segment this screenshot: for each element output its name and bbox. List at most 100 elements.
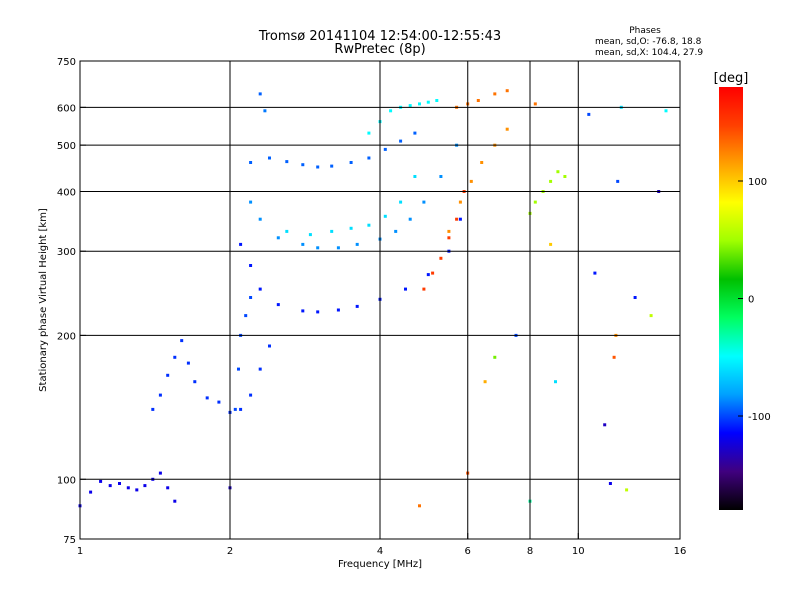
stats-line-x: mean, sd,X: 104.4, 27.9 [595, 48, 703, 58]
grid-lines [80, 61, 680, 539]
data-point [649, 314, 653, 318]
y-axis-label: Stationary phase Virtual Height [km] [38, 208, 49, 392]
data-point [383, 214, 387, 218]
data-point [418, 102, 421, 106]
data-point [355, 304, 359, 308]
data-point [239, 242, 243, 246]
data-point [186, 361, 190, 365]
x-axis-label: Frequency [MHz] [338, 559, 422, 570]
data-point [258, 92, 262, 96]
data-point [316, 246, 320, 250]
colorbar-tick-label: 0 [748, 295, 754, 306]
x-tick-label: 2 [227, 546, 233, 557]
data-point [476, 99, 480, 102]
data-point [237, 367, 240, 371]
y-tick-label: 600 [57, 103, 76, 114]
data-point [249, 393, 253, 397]
y-tick-label: 400 [57, 187, 76, 198]
data-point [301, 309, 305, 313]
data-point [367, 156, 371, 160]
data-point [418, 504, 421, 508]
x-tick-label: 4 [377, 546, 383, 557]
data-point [455, 217, 459, 221]
data-point [158, 393, 162, 397]
data-point [625, 488, 629, 492]
data-point [336, 308, 340, 312]
data-point [244, 314, 248, 318]
data-point [408, 104, 412, 108]
data-point [173, 355, 177, 359]
data-point [480, 161, 484, 164]
colorbar-tick-label: 100 [748, 177, 767, 188]
data-point [533, 200, 537, 204]
data-point [268, 156, 271, 160]
data-point [330, 229, 334, 233]
data-point [413, 175, 417, 178]
data-point [316, 165, 320, 169]
data-point [563, 175, 567, 178]
x-tick-label: 16 [674, 546, 687, 557]
data-point [126, 486, 130, 490]
data-point [447, 229, 451, 233]
data-point [483, 380, 487, 384]
data-point [118, 482, 121, 485]
y-tick-label: 300 [57, 247, 76, 258]
data-point [633, 296, 637, 299]
data-point [367, 223, 371, 227]
data-point [549, 179, 553, 183]
data-point [664, 109, 668, 113]
data-point [422, 287, 426, 291]
data-point [135, 488, 139, 492]
data-point [556, 170, 560, 174]
data-point [205, 396, 209, 400]
data-point [422, 200, 426, 204]
data-point [349, 226, 353, 230]
y-tick-label: 200 [57, 331, 76, 342]
data-point [469, 179, 473, 183]
data-point [493, 355, 497, 359]
data-point [426, 273, 430, 277]
data-point [616, 179, 620, 183]
data-point [413, 131, 417, 135]
data-point [258, 217, 262, 221]
data-point [554, 380, 557, 384]
data-point [249, 296, 253, 299]
data-point [408, 217, 412, 221]
data-point [549, 242, 553, 246]
data-point [458, 200, 462, 204]
data-point [166, 373, 170, 377]
data-point [367, 131, 371, 135]
data-point [193, 380, 197, 384]
data-point [258, 367, 262, 371]
data-point [404, 287, 407, 291]
data-point [166, 486, 170, 490]
data-point [439, 175, 443, 178]
data-point [505, 127, 509, 131]
chart-subtitle: RwPretec (8p) [334, 42, 425, 57]
data-point [316, 310, 320, 314]
data-point [308, 233, 312, 237]
data-point [301, 163, 305, 167]
data-point [239, 407, 243, 411]
x-tick-label: 1 [77, 546, 83, 557]
data-point [447, 236, 451, 240]
data-point [258, 287, 262, 291]
data-point [217, 400, 221, 404]
x-tick-label: 10 [572, 546, 585, 557]
data-point [285, 229, 289, 233]
data-point [355, 242, 359, 246]
data-point [603, 423, 607, 427]
data-point [330, 164, 334, 168]
data-point [285, 160, 289, 164]
data-point [394, 229, 398, 233]
data-point [173, 499, 177, 503]
data-point [89, 490, 93, 494]
data-point [505, 89, 509, 93]
data-point [493, 92, 497, 96]
axis-ticks: 1 2 4 6 8 10 16 75 100 200 300 400 500 600 750 [57, 57, 686, 557]
data-point [439, 256, 443, 260]
data-point [249, 200, 253, 204]
data-point [435, 99, 439, 102]
y-tick-label: 75 [63, 535, 76, 546]
data-point [612, 355, 616, 359]
